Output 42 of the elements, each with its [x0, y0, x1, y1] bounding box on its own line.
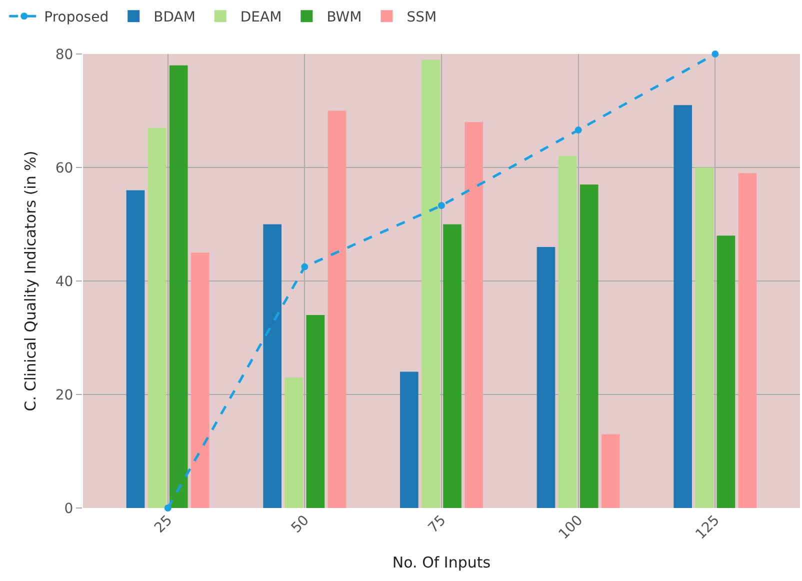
legend-label: BDAM	[154, 10, 196, 26]
bar	[536, 246, 556, 508]
legend-label: SSM	[406, 10, 437, 26]
x-tick-label: 25	[152, 512, 176, 536]
y-axis-title: C. Clinical Quality Indicators (in %)	[22, 150, 40, 412]
bar	[284, 377, 304, 508]
bar	[558, 156, 577, 508]
bar	[169, 65, 188, 508]
bar	[580, 184, 598, 508]
point	[301, 263, 308, 270]
y-tick-label: 80	[55, 46, 74, 63]
bar	[464, 122, 483, 508]
legend-label: BWM	[326, 10, 362, 26]
bar	[400, 372, 418, 508]
bar	[328, 110, 346, 508]
x-tick-label: 75	[425, 512, 450, 536]
x-axis-title: No. Of Inputs	[392, 554, 491, 572]
bar	[602, 434, 620, 508]
bar	[306, 315, 325, 508]
bar	[126, 190, 145, 508]
x-tick-label: 100	[556, 512, 586, 543]
y-tick-label: 0	[64, 500, 74, 517]
bar	[674, 105, 692, 508]
point	[438, 202, 445, 210]
y-tick-label: 20	[55, 387, 74, 404]
bar	[422, 60, 440, 508]
point	[574, 126, 582, 134]
bar	[443, 224, 462, 508]
y-tick-label: 60	[55, 160, 74, 176]
bar	[738, 173, 757, 508]
y-tick-label: 40	[55, 274, 74, 290]
bar	[148, 128, 166, 508]
x-tick-label: 50	[288, 512, 312, 536]
legend-label: DEAM	[240, 10, 282, 26]
point	[712, 50, 719, 58]
x-tick-label: 125	[692, 512, 723, 543]
legend-label: Proposed	[44, 10, 109, 26]
bar	[716, 236, 736, 508]
bar	[191, 252, 210, 508]
point	[164, 504, 172, 512]
bar	[263, 224, 282, 508]
bar	[695, 168, 714, 508]
